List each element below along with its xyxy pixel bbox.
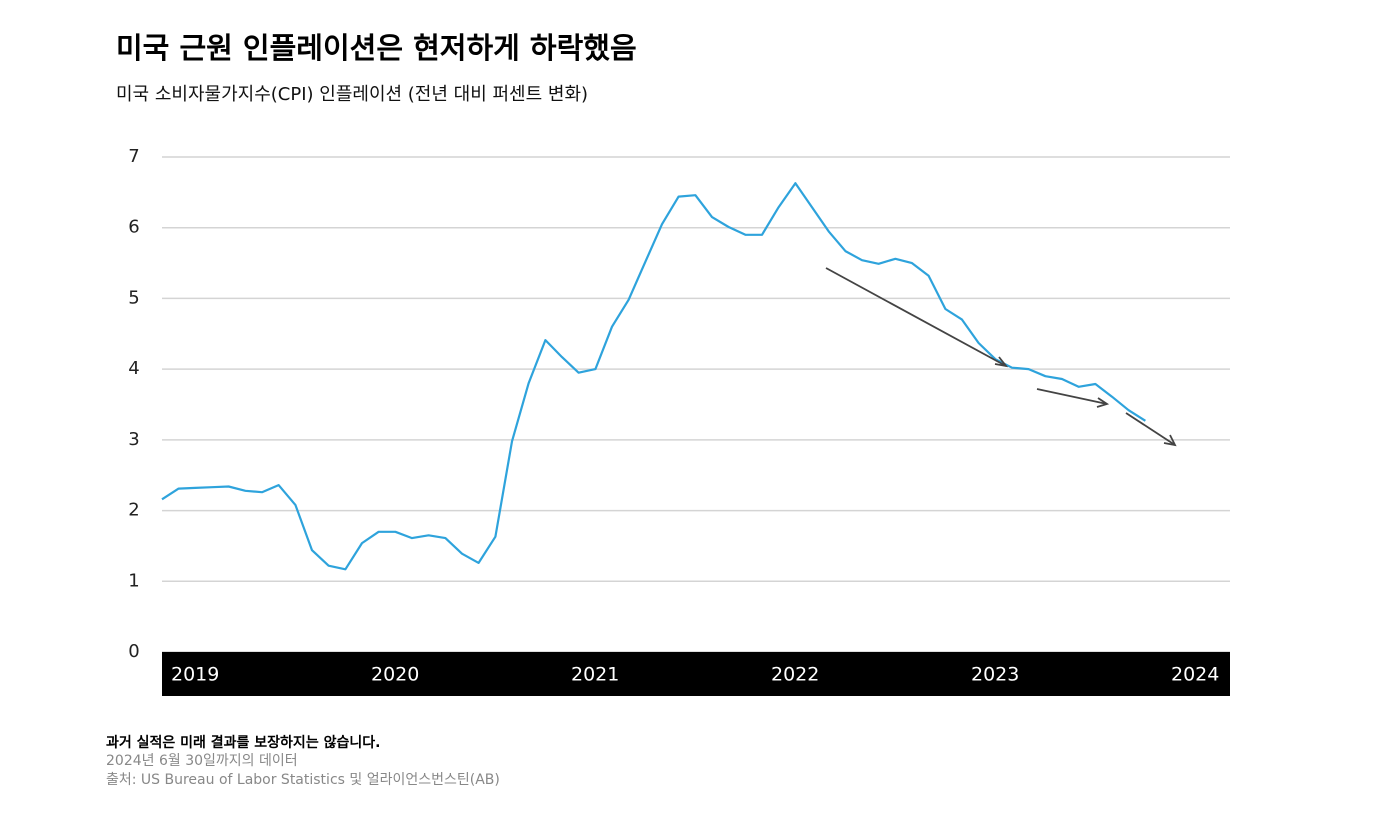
- date-note: 2024년 6월 30일까지의 데이터: [106, 753, 298, 769]
- chart-title: 미국 근원 인플레이션은 현저하게 하락했음: [116, 31, 637, 65]
- x-axis-band: [162, 652, 1230, 696]
- x-tick-label: 2021: [571, 664, 619, 686]
- y-tick-label: 1: [128, 570, 139, 591]
- x-tick-label: 2020: [371, 664, 419, 686]
- x-tick-label: 2023: [971, 664, 1019, 686]
- plot-area: 0 1 2 3 4 5 6 7 2019 2020 2021 2022 2023 2024: [128, 146, 1230, 696]
- y-tick-label: 2: [128, 500, 139, 521]
- source: 출처: US Bureau of Labor Statistics 및 얼라이언…: [106, 772, 500, 788]
- y-tick-label: 5: [128, 287, 139, 308]
- y-tick-label: 6: [128, 217, 139, 238]
- x-tick-label: 2024: [1171, 664, 1219, 686]
- x-tick-label: 2022: [771, 664, 819, 686]
- y-tick-label: 3: [128, 429, 139, 450]
- chart-subtitle: 미국 소비자물가지수(CPI) 인플레이션 (전년 대비 퍼센트 변화): [116, 84, 588, 105]
- footnote: 과거 실적은 미래 결과를 보장하지는 않습니다.: [106, 734, 380, 751]
- y-tick-label: 0: [128, 641, 139, 662]
- x-tick-label: 2019: [171, 664, 219, 686]
- data-line: [161, 182, 1146, 571]
- trend-arrows: [825, 267, 1177, 447]
- y-tick-label: 7: [128, 146, 139, 167]
- y-tick-label: 4: [128, 358, 139, 379]
